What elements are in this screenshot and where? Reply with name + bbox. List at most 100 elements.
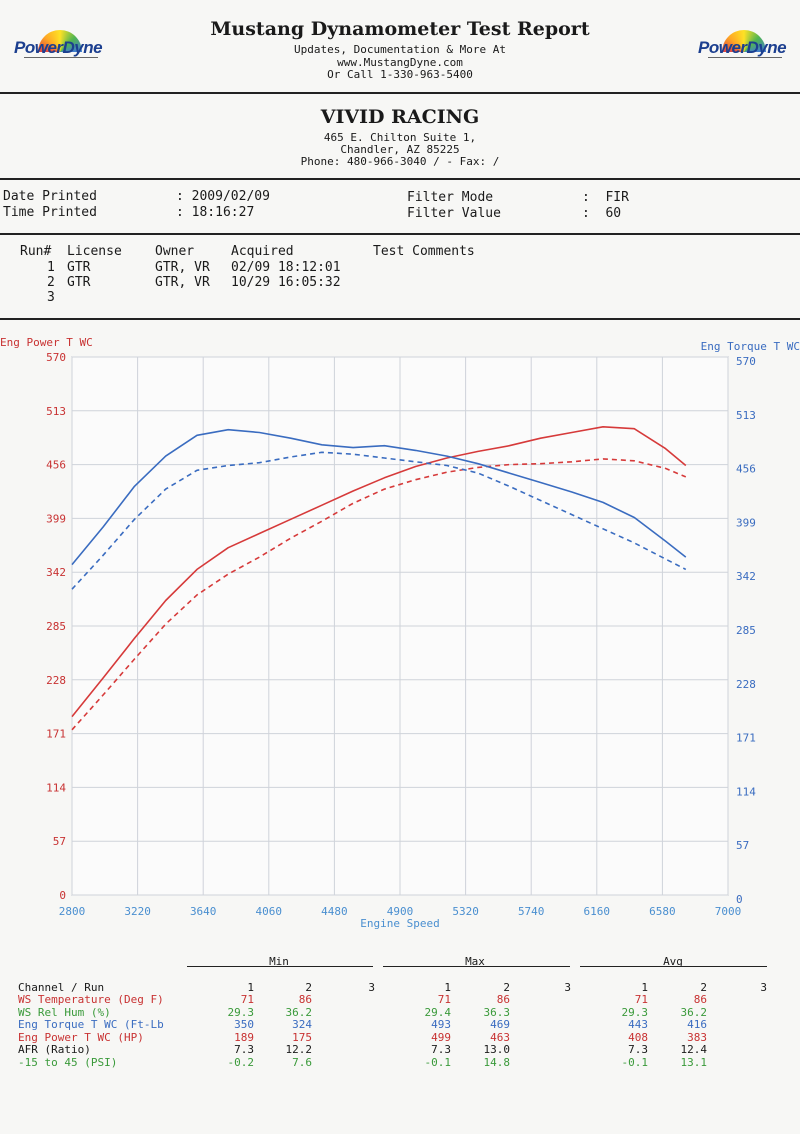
- run-acquired: 02/09 18:12:01: [231, 260, 341, 275]
- stats-value: 408: [628, 1030, 648, 1044]
- stats-row-label: WS Temperature (Deg F): [18, 993, 164, 1006]
- stats-row-label: AFR (Ratio): [18, 1043, 91, 1056]
- y-right-tick-label: 57: [736, 839, 749, 852]
- stats-value: -0.1: [621, 1055, 649, 1069]
- x-tick-label: 7000: [715, 905, 742, 918]
- run-license: GTR: [67, 275, 91, 290]
- rainbow-arc-icon: [38, 30, 82, 52]
- series-line-torque_run2: [71, 451, 687, 590]
- stats-value: 12.4: [680, 1043, 708, 1056]
- y-right-tick-label: 570: [736, 355, 756, 368]
- y-left-tick-label: 399: [46, 512, 66, 525]
- stats-run-header: 2: [503, 981, 510, 994]
- y-left-tick-label: 456: [46, 459, 66, 472]
- stats-value: 7.3: [431, 1043, 451, 1056]
- y-right-tick-label: 114: [736, 785, 756, 798]
- runs-header-owner: Owner: [155, 244, 195, 259]
- stats-row-label: Eng Torque T WC (Ft-Lb: [18, 1018, 164, 1031]
- run-number: 1: [47, 260, 55, 275]
- time-printed-value: : 18:16:27: [176, 205, 255, 220]
- x-tick-label: 3640: [190, 905, 217, 918]
- stats-group-max: Max: [465, 955, 485, 968]
- x-tick-label: 3220: [124, 905, 151, 918]
- x-tick-label: 5740: [518, 905, 545, 918]
- filter-mode-value: : FIR: [582, 190, 629, 205]
- stats-value: 29.3: [227, 1005, 255, 1019]
- series-line-power_run1: [71, 426, 687, 718]
- run-owner: GTR, VR: [155, 260, 210, 275]
- powerdyne-logo-right: PowerDyne: [692, 30, 792, 62]
- runs-header-license: License: [67, 244, 122, 259]
- run-number: 3: [47, 290, 55, 305]
- stats-value: 416: [687, 1018, 707, 1031]
- stats-value: 189: [234, 1030, 254, 1044]
- stats-value: 13.1: [680, 1055, 708, 1069]
- stats-value: 36.2: [680, 1005, 708, 1019]
- run-number: 2: [47, 275, 55, 290]
- business-phone: Phone: 480-966-3040 / - Fax: /: [300, 155, 500, 168]
- stats-value: 86: [496, 993, 510, 1006]
- stats-value: 14.8: [483, 1055, 511, 1069]
- y-right-tick-label: 228: [736, 678, 756, 691]
- y-left-tick-label: 513: [46, 405, 66, 418]
- stats-row-label: Eng Power T WC (HP): [18, 1030, 144, 1044]
- stats-value: 469: [490, 1018, 510, 1031]
- stats-value: 7.3: [234, 1043, 254, 1056]
- run-owner: GTR, VR: [155, 275, 210, 290]
- stats-value: 350: [234, 1018, 254, 1031]
- stats-run-header: 3: [564, 981, 571, 994]
- stats-channel-header: Channel / Run: [18, 981, 105, 994]
- y-left-tick-label: 0: [59, 889, 66, 902]
- y-left-tick-label: 342: [46, 566, 66, 579]
- x-tick-label: 5320: [452, 905, 479, 918]
- y-left-tick-label: 228: [46, 674, 66, 687]
- y-right-tick-label: 513: [736, 409, 756, 422]
- filter-mode-label: Filter Mode: [407, 190, 494, 205]
- y-left-tick-label: 171: [46, 728, 66, 741]
- y-right-tick-label: 0: [736, 893, 743, 906]
- x-axis-label: Engine Speed: [360, 917, 439, 930]
- stats-run-header: 3: [368, 981, 375, 994]
- header-phone: Or Call 1-330-963-5400: [327, 68, 473, 81]
- x-tick-label: 4480: [321, 905, 348, 918]
- report-title: Mustang Dynamometer Test Report: [210, 18, 590, 40]
- time-printed-label: Time Printed: [3, 205, 97, 220]
- date-printed-label: Date Printed: [3, 189, 97, 204]
- stats-value: 29.3: [621, 1005, 649, 1019]
- filter-value-label: Filter Value: [407, 206, 501, 221]
- stats-value: 36.3: [483, 1005, 511, 1019]
- y-left-tick-label: 285: [46, 620, 66, 633]
- stats-value: 36.2: [285, 1005, 313, 1019]
- stats-run-header: 2: [305, 981, 312, 994]
- y-right-tick-label: 342: [736, 570, 756, 583]
- stats-value: 463: [490, 1030, 510, 1044]
- stats-value: 12.2: [285, 1043, 313, 1056]
- stats-value: 7.3: [628, 1043, 648, 1056]
- stats-value: 493: [431, 1018, 451, 1031]
- stats-run-header: 3: [760, 981, 767, 994]
- left-axis-label: Eng Power T WC: [0, 336, 93, 349]
- powerdyne-logo-left: PowerDyne: [8, 30, 108, 62]
- x-tick-label: 4900: [387, 905, 414, 918]
- logo-text: PowerDyne: [698, 38, 787, 57]
- filter-value-value: : 60: [582, 206, 622, 221]
- stats-value: 86: [693, 993, 707, 1006]
- runs-header-run: Run#: [20, 244, 52, 259]
- x-tick-label: 6160: [584, 905, 611, 918]
- y-left-tick-label: 114: [46, 781, 66, 794]
- logo-text: PowerDyne: [14, 38, 103, 57]
- stats-value: 383: [687, 1030, 707, 1044]
- runs-header-acquired: Acquired: [231, 244, 294, 259]
- header-website: www.MustangDyne.com: [337, 56, 463, 69]
- runs-header-comments: Test Comments: [373, 244, 475, 259]
- stats-value: 7.6: [292, 1055, 312, 1069]
- stats-value: 324: [292, 1018, 312, 1031]
- run-license: GTR: [67, 260, 91, 275]
- business-address-1: 465 E. Chilton Suite 1,: [323, 131, 477, 144]
- dyno-chart: 2800 3220 3640 4060 4480 4900 5320 5740 6160 6580…: [0, 336, 800, 930]
- date-printed-value: : 2009/02/09: [176, 189, 270, 204]
- x-tick-label: 6580: [649, 905, 676, 918]
- stats-value: 13.0: [483, 1043, 511, 1056]
- stats-run-header: 1: [247, 981, 254, 994]
- stats-group-underline: [383, 966, 570, 967]
